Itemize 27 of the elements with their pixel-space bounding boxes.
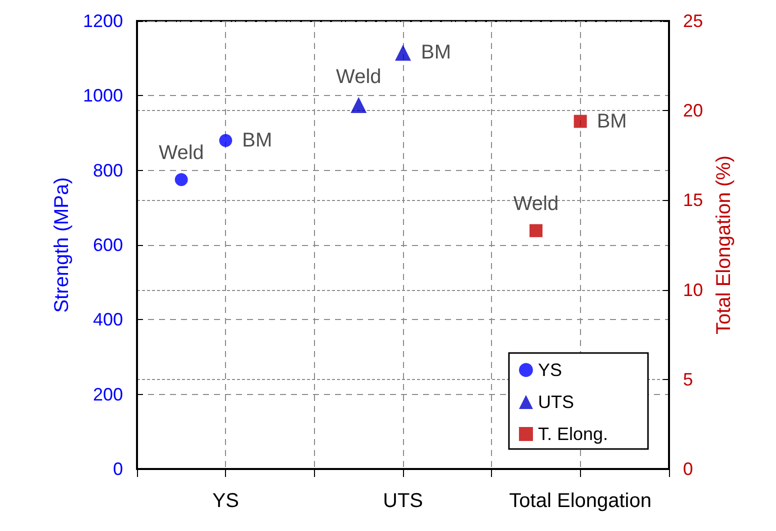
legend-label: YS [538,360,562,380]
y-tick-label: 800 [92,160,123,180]
y-tick-label: 400 [92,310,123,330]
annotation: BM [596,110,627,132]
y2-tick-label: 5 [683,369,694,390]
annotation: BM [421,42,451,64]
y-tick-label: 1200 [82,11,123,31]
annotation: Weld [158,142,204,164]
annotation: Weld [336,66,382,88]
y2-tick-label: 10 [683,280,704,300]
x-tick-label: Total Elongation [509,490,652,512]
y2-tick-label: 20 [683,100,704,121]
y-tick-label: 600 [92,235,123,255]
y2-axis-title: Total Elongation (%) [713,156,735,334]
annotation: Weld [513,193,559,216]
y-axis-title: Strength (MPa) [51,177,74,313]
y-tick-label: 0 [112,459,123,479]
annotation: BM [242,129,272,152]
y-tick-label: 1000 [82,86,123,106]
legend-label: T. Elong. [538,424,608,444]
y2-tick-label: 15 [683,190,704,210]
x-tick-label: UTS [383,490,423,512]
y-tick-label: 200 [92,384,123,404]
legend-label: UTS [538,392,574,412]
x-tick-label: YS [212,490,240,512]
y2-tick-label: 25 [683,11,704,31]
y2-tick-label: 0 [683,459,694,479]
